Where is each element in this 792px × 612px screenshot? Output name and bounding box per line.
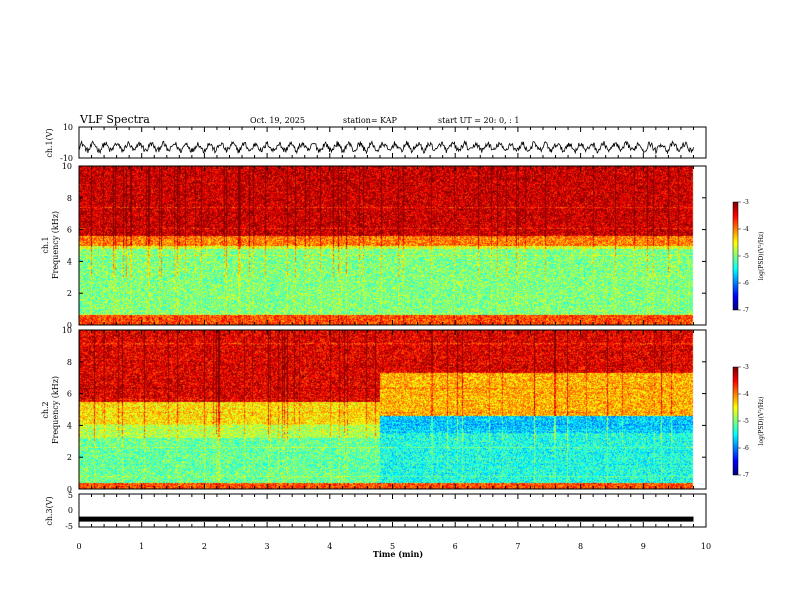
ch2-ytick-2: 2 <box>67 453 72 462</box>
ch2-colorbar-tick--4: -4 <box>743 391 749 398</box>
ch2-spectrogram-panel: 0 2 4 6 8 10 ch.2 Frequency (kHz) <box>41 326 707 494</box>
ch1-ytick-4: 4 <box>67 257 72 266</box>
figure-title: VLF Spectra <box>79 113 150 126</box>
xtick-label-9: 9 <box>641 542 646 551</box>
ch1-ylabel-channel: ch.1 <box>41 236 50 253</box>
ch1-ytick-6: 6 <box>67 226 72 235</box>
ch1-ytick-bottom: -10 <box>60 154 73 163</box>
xtick-label-4: 4 <box>327 542 332 551</box>
ch3-waveform-trace <box>79 516 694 522</box>
ch2-ytick-6: 6 <box>67 390 72 399</box>
xtick-label-7: 7 <box>515 542 520 551</box>
ch2-colorbar-label: log(PSD)(V²/Hz) <box>758 397 765 446</box>
ch1-ytick-top: 10 <box>63 123 73 132</box>
xtick-label-2: 2 <box>202 542 207 551</box>
ch1-waveform-trace <box>78 139 694 155</box>
ch2-ylabel-channel: ch.2 <box>41 401 50 418</box>
ch2-ytick-4: 4 <box>67 421 72 430</box>
ch2-colorbar-ticks: -3 -4 -5 -6 -7 <box>738 364 749 479</box>
ch1-ytick-2: 2 <box>67 289 72 298</box>
ch1-ylabel-frequency: Frequency (kHz) <box>51 211 60 279</box>
ch1-colorbar: -3 -4 -5 -6 -7 log(PSD)(V²/Hz) <box>732 199 765 314</box>
ch1-spectrogram-image <box>79 166 706 325</box>
ch1-colorbar-gradient <box>733 202 738 310</box>
xtick-label-3: 3 <box>265 542 270 551</box>
ch3-waveform-ylabel: ch.3(V) <box>45 496 54 525</box>
ch1-ytick-8: 8 <box>67 194 72 203</box>
x-axis-tick-labels: 0 1 2 3 4 5 6 7 8 9 10 <box>76 542 711 551</box>
ch1-waveform-ylabel: ch.1(V) <box>45 128 54 157</box>
x-axis-ticks <box>78 127 707 527</box>
ch1-colorbar-label: log(PSD)(V²/Hz) <box>758 232 765 281</box>
ch2-spectrogram-image <box>79 330 706 489</box>
xtick-label-1: 1 <box>139 542 144 551</box>
ch2-colorbar: -3 -4 -5 -6 -7 log(PSD)(V²/Hz) <box>732 364 765 479</box>
ch2-ylabel-frequency: Frequency (kHz) <box>51 376 60 444</box>
date-label: Oct. 19, 2025 <box>250 116 305 125</box>
start-time-label: start UT = 20: 0, : 1 <box>438 116 519 125</box>
ch2-colorbar-tick--5: -5 <box>743 418 749 425</box>
ch1-yticks: 0 2 4 6 8 10 <box>62 162 706 330</box>
ch3-ytick-top: 5 <box>68 491 73 500</box>
ch2-yticks: 0 2 4 6 8 10 <box>62 326 706 494</box>
ch1-colorbar-ticks: -3 -4 -5 -6 -7 <box>738 199 749 314</box>
xtick-label-5: 5 <box>390 542 395 551</box>
ch2-colorbar-tick--6: -6 <box>743 445 749 452</box>
ch1-colorbar-tick--4: -4 <box>743 226 749 233</box>
xtick-label-6: 6 <box>453 542 458 551</box>
ch1-colorbar-tick--7: -7 <box>743 307 749 314</box>
ch1-ytick-0: 0 <box>67 321 72 330</box>
ch2-ytick-0: 0 <box>67 485 72 494</box>
ch1-colorbar-tick--3: -3 <box>743 199 749 206</box>
xtick-label-10: 10 <box>701 542 711 551</box>
ch1-waveform-panel: 10 -10 ch.1(V) <box>45 123 707 163</box>
ch3-ytick-bottom: -5 <box>65 522 73 531</box>
ch1-ytick-10: 10 <box>62 162 72 171</box>
ch2-colorbar-gradient <box>733 367 738 475</box>
ch3-waveform-panel: 5 0 -5 ch.3(V) <box>45 491 707 531</box>
ch1-colorbar-tick--5: -5 <box>743 253 749 260</box>
ch3-ytick-middle: 0 <box>68 506 73 515</box>
xtick-label-8: 8 <box>578 542 583 551</box>
station-label: station= KAP <box>343 116 398 125</box>
ch2-ytick-10: 10 <box>62 326 72 335</box>
ch2-colorbar-tick--3: -3 <box>743 364 749 371</box>
xtick-label-0: 0 <box>76 542 81 551</box>
ch2-colorbar-tick--7: -7 <box>743 472 749 479</box>
ch1-spectrogram-panel: 0 2 4 6 8 10 ch.1 Frequency (kHz) <box>41 162 707 330</box>
ch2-ytick-8: 8 <box>67 358 72 367</box>
x-axis-label: Time (min) <box>373 549 423 559</box>
ch1-colorbar-tick--6: -6 <box>743 280 749 287</box>
